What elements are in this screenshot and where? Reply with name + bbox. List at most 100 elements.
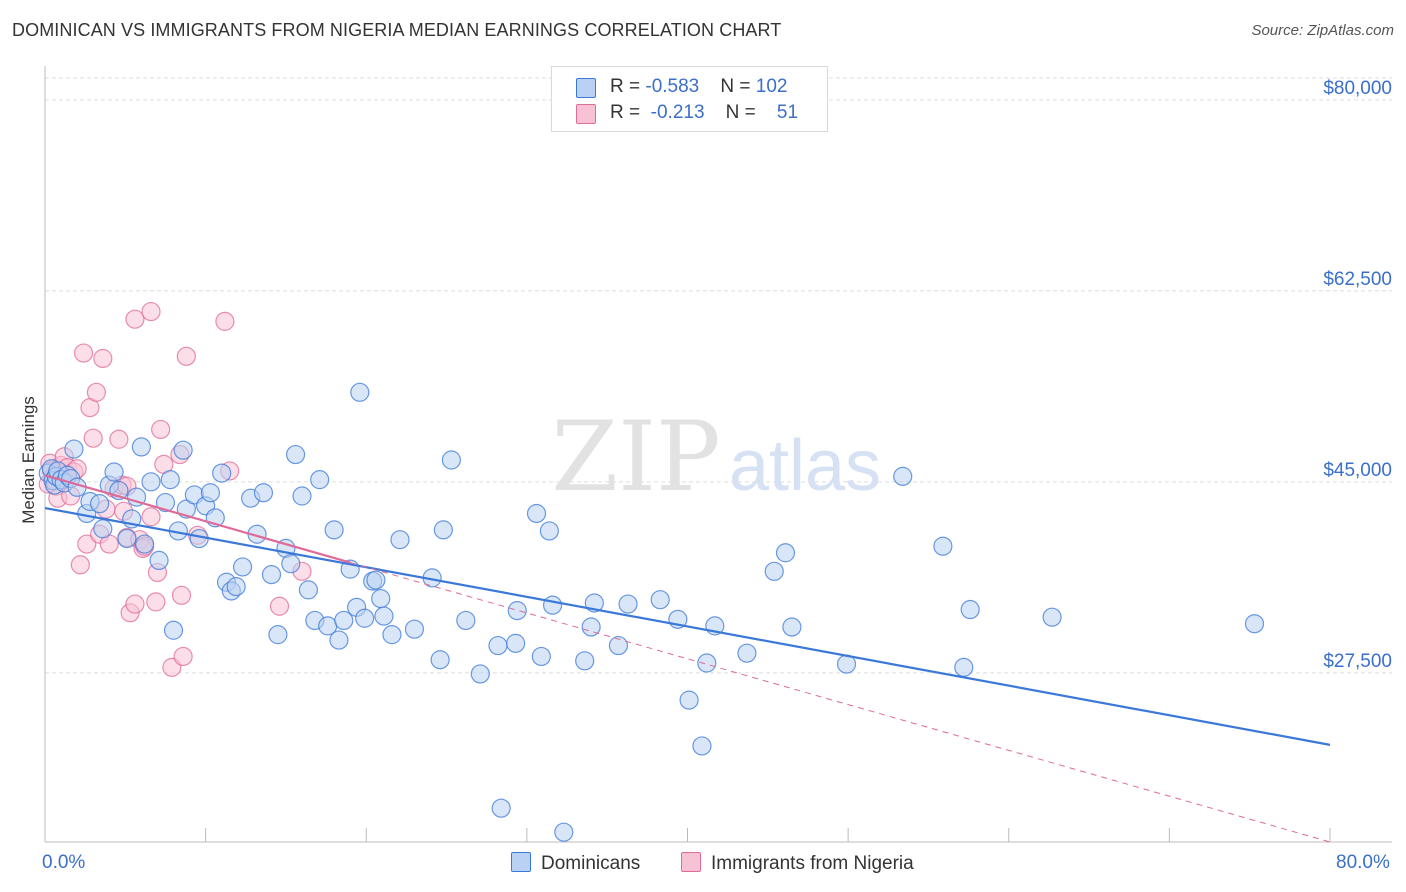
dominican-point [374, 606, 394, 626]
dominican-point [404, 619, 425, 639]
chart-title: DOMINICAN VS IMMIGRANTS FROM NIGERIA MED… [12, 20, 782, 40]
nigeria-point [141, 301, 161, 322]
watermark: ZIP atlas [551, 401, 881, 513]
series-dominicans-points [38, 382, 1265, 842]
nigeria-point [146, 592, 166, 612]
dominican-point [1244, 614, 1265, 634]
dominican-point [126, 487, 147, 507]
legend-r-label: R = [610, 102, 646, 123]
dominican-point [960, 599, 980, 620]
bottom-legend-dominicans: Dominicans [511, 852, 640, 875]
dominican-point [507, 601, 527, 621]
nigeria-point [176, 346, 196, 366]
bottom-legend-label-dominicans: Dominicans [541, 853, 641, 874]
dominican-point [292, 486, 312, 506]
dominican-point [506, 633, 526, 653]
dominican-point [268, 625, 288, 645]
dominican-point [355, 608, 375, 628]
dominican-point [310, 470, 330, 490]
dominican-point [90, 494, 110, 514]
dominican-point [131, 437, 151, 457]
dominican-point [134, 534, 155, 554]
legend-n-label: N = [720, 76, 756, 97]
dominican-point [430, 650, 450, 670]
dominican-point [692, 736, 712, 756]
legend-r-label: R = [610, 76, 646, 97]
dominican-point [782, 617, 802, 637]
nigeria-point [171, 585, 192, 605]
dominican-point [539, 521, 559, 541]
dominican-point [285, 444, 306, 465]
dominican-point [329, 630, 349, 650]
dominican-point [618, 594, 638, 614]
y-tick-label: $62,500 [1323, 269, 1392, 290]
dominican-point [350, 382, 370, 402]
dominican-point [737, 643, 757, 663]
y-tick-label: $45,000 [1323, 460, 1392, 481]
bottom-legend-label-nigeria: Immigrants from Nigeria [711, 853, 914, 874]
nigeria-point [73, 343, 94, 363]
dominican-point [232, 557, 253, 577]
dominican-point [470, 664, 490, 684]
legend-swatch-nigeria [576, 104, 596, 124]
dominican-point [456, 610, 476, 631]
legend-n-value: 51 [776, 102, 799, 123]
dominican-point [697, 653, 717, 673]
dominican-point [575, 651, 595, 671]
bottom-legend-swatch-dominicans [511, 852, 531, 872]
dominican-point [679, 690, 699, 710]
nigeria-point [77, 534, 97, 554]
nigeria-point [141, 507, 161, 527]
x-axis-max-label: 80.0% [1336, 852, 1390, 873]
dominican-point [390, 530, 410, 550]
dominican-point [281, 554, 301, 574]
dominican-point [93, 519, 113, 539]
dominican-point [141, 472, 161, 492]
nigeria-point [125, 594, 145, 614]
bottom-legend-nigeria: Immigrants from Nigeria [681, 852, 914, 875]
nigeria-point [86, 382, 107, 402]
dominican-point [155, 492, 176, 513]
nigeria-point [173, 646, 193, 667]
correlation-legend: R = -0.583 N = 102 R = -0.213 N = 51 [551, 66, 828, 132]
dominican-point [542, 595, 563, 615]
dominican-point [334, 610, 354, 631]
y-tick-label: $80,000 [1323, 78, 1392, 99]
watermark-zip: ZIP [551, 401, 720, 513]
dominican-point [488, 635, 508, 656]
trend-line-nigeria-extension [350, 562, 1331, 843]
dominican-point [104, 462, 124, 482]
dominican-point [775, 543, 796, 563]
trend-lines [44, 474, 1331, 843]
grid-lines [45, 77, 1392, 674]
y-tick-labels: $27,500 $45,000 $62,500 $80,000 [1323, 78, 1392, 672]
y-axis-label: Median Earnings [19, 396, 38, 524]
trend-line-nigeria [44, 474, 351, 564]
dominican-point [933, 536, 953, 556]
dominican-point [371, 589, 391, 609]
legend-swatch-dominicans [576, 78, 596, 98]
dominican-point [441, 450, 461, 470]
dominican-point [298, 580, 319, 600]
nigeria-point [125, 309, 145, 329]
dominican-point [163, 620, 184, 640]
dominican-point [253, 483, 274, 503]
dominican-point [366, 570, 386, 590]
dominican-point [531, 646, 551, 667]
nigeria-point [215, 311, 235, 331]
nigeria-point [93, 348, 113, 369]
trend-line-dominicans [44, 506, 1331, 746]
legend-n-label: N = [725, 102, 762, 123]
dominican-point [491, 798, 511, 818]
source-label: Source: ZipAtlas.com [1251, 22, 1394, 39]
dominican-point [581, 617, 601, 637]
x-axis-min-label: 0.0% [42, 852, 86, 873]
dominican-point [173, 440, 193, 460]
nigeria-point [109, 429, 129, 449]
dominican-point [954, 657, 974, 677]
dominican-point [117, 528, 137, 549]
dominican-point [526, 503, 547, 524]
legend-n-value: 102 [755, 76, 788, 97]
dominican-point [554, 822, 574, 842]
